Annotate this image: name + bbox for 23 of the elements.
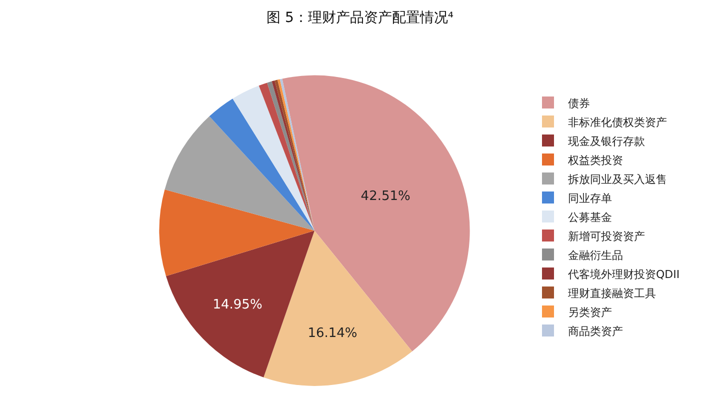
legend-label: 现金及银行存款 <box>568 134 645 148</box>
pie-slice <box>159 189 314 276</box>
legend-label: 新增可投资资产 <box>568 230 645 243</box>
legend-label: 商品类资产 <box>568 324 623 338</box>
data-label: 16.14% <box>308 326 358 342</box>
pie-slice <box>209 98 314 231</box>
legend-label: 公募基金 <box>568 210 612 224</box>
legend-label: 拆放同业及买入返售 <box>567 172 667 186</box>
pie-slice <box>264 230 412 386</box>
pie-slice <box>282 75 470 352</box>
data-label: 14.95% <box>212 297 262 312</box>
pie-slice <box>164 116 314 231</box>
legend-label: 权益类投资 <box>567 154 623 167</box>
chart-title: 图 5：理财产品资产配置情况⁴ <box>266 10 454 26</box>
legend-label: 理财直接融资工具 <box>568 286 656 300</box>
pie-slice <box>232 86 314 231</box>
data-label: 42.51% <box>360 189 410 204</box>
legend-label: 金融衍生品 <box>568 248 623 262</box>
legend-label: 非标准化债权类资产 <box>568 116 667 129</box>
legend-label: 同业存单 <box>568 192 612 205</box>
legend-label: 另类资产 <box>568 306 612 319</box>
legend-label: 代客境外理财投资QDII <box>567 268 680 281</box>
legend-label: 债券 <box>568 96 590 110</box>
